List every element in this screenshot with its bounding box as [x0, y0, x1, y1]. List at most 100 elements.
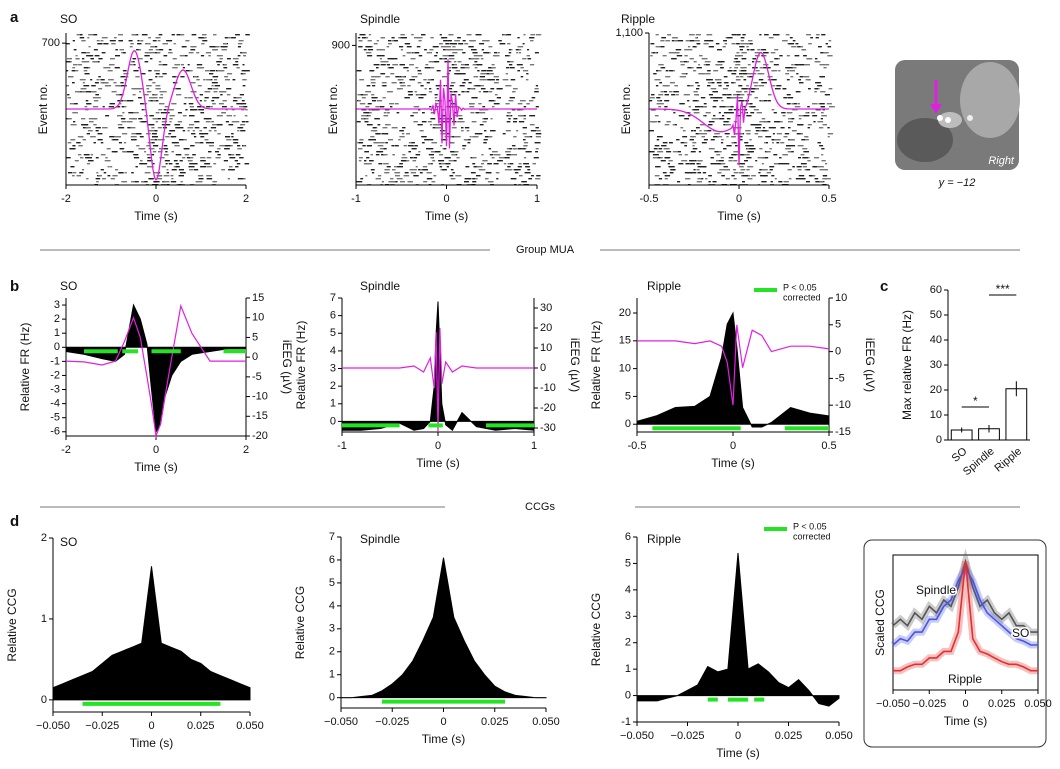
raster-tick [449, 34, 454, 36]
raster-tick [755, 160, 758, 162]
raster-tick [138, 67, 141, 69]
raster-tick [764, 157, 769, 159]
raster-tick [424, 67, 431, 69]
raster-tick [704, 40, 710, 42]
raster-tick [418, 109, 421, 111]
raster-tick [202, 40, 208, 42]
raster-tick [432, 61, 437, 63]
raster-tick [702, 172, 707, 174]
raster-tick [235, 166, 239, 168]
area [636, 552, 840, 707]
raster-tick [481, 163, 484, 165]
raster-tick [448, 61, 452, 63]
raster-tick [820, 52, 826, 54]
raster-tick [376, 40, 379, 42]
raster-tick [244, 70, 250, 72]
raster-tick [795, 178, 801, 180]
raster-tick [220, 94, 223, 96]
raster-tick [159, 91, 165, 93]
raster-tick [388, 67, 394, 69]
raster-tick [478, 55, 483, 57]
raster-tick [794, 106, 801, 108]
raster-tick [225, 121, 229, 123]
raster-tick [789, 70, 795, 72]
raster-tick [707, 85, 711, 87]
raster-tick [823, 52, 829, 54]
x-tick-label: SO [950, 445, 970, 465]
y-tick-label: -4 [50, 398, 60, 410]
raster-tick [522, 148, 526, 150]
raster-tick [518, 121, 525, 123]
raster-tick [194, 121, 200, 123]
raster-tick [735, 145, 739, 147]
raster-tick [669, 70, 673, 72]
raster-tick [69, 103, 75, 105]
raster-tick [81, 52, 86, 54]
raster-tick [726, 97, 731, 99]
raster-tick [735, 55, 740, 57]
raster-tick [483, 160, 488, 162]
raster-tick [705, 178, 708, 180]
x-tick-label: -2 [61, 193, 71, 205]
raster-tick [130, 151, 134, 153]
raster-tick [471, 121, 477, 123]
raster-tick [762, 130, 767, 132]
raster-tick [356, 181, 363, 183]
raster-tick [797, 169, 802, 171]
raster-tick [735, 64, 741, 66]
raster-tick [703, 64, 708, 66]
raster-tick [138, 88, 144, 90]
raster-tick [712, 181, 717, 183]
raster-tick [410, 157, 413, 159]
raster-tick [712, 91, 718, 93]
raster-tick [747, 151, 751, 153]
raster-tick [498, 40, 502, 42]
chart-title: Ripple [621, 12, 655, 26]
raster-tick [517, 109, 522, 111]
raster-tick [764, 34, 769, 36]
x-tick-label: 2 [243, 193, 249, 205]
raster-tick [481, 70, 487, 72]
raster-tick [455, 70, 460, 72]
raster-tick [471, 157, 477, 159]
raster-tick [461, 130, 464, 132]
raster-tick [93, 124, 97, 126]
raster-tick [733, 82, 736, 84]
raster-tick [797, 103, 800, 105]
y-tick-label: 5 [329, 577, 335, 589]
raster-tick [773, 34, 779, 36]
raster-tick [223, 43, 228, 45]
raster-tick [97, 139, 103, 141]
raster-tick [180, 64, 184, 66]
significance-star: *** [996, 282, 1010, 296]
raster-tick [155, 139, 158, 141]
raster-tick [194, 142, 201, 144]
raster-tick [442, 55, 448, 57]
raster-tick [480, 58, 484, 60]
raster-tick [199, 94, 203, 96]
raster-tick [754, 133, 759, 135]
raster-tick [518, 115, 524, 117]
raster-tick [380, 37, 385, 39]
raster-tick [799, 82, 804, 84]
raster-tick [718, 151, 722, 153]
raster-tick [692, 148, 698, 150]
raster-tick [418, 97, 424, 99]
raster-tick [758, 130, 765, 132]
raster-tick [819, 145, 824, 147]
raster-tick [215, 157, 221, 159]
raster-tick [241, 121, 246, 123]
raster-tick [366, 145, 372, 147]
raster-tick [445, 133, 450, 135]
raster-tick [676, 94, 679, 96]
raster-tick [84, 52, 90, 54]
raster-tick [113, 136, 118, 138]
x-tick-label: 1 [531, 440, 537, 452]
raster-tick [196, 64, 203, 66]
raster-tick [85, 124, 89, 126]
raster-tick [232, 64, 239, 66]
raster-tick [98, 58, 103, 60]
raster-tick [217, 133, 221, 135]
raster-tick [152, 82, 156, 84]
raster-tick [747, 178, 751, 180]
